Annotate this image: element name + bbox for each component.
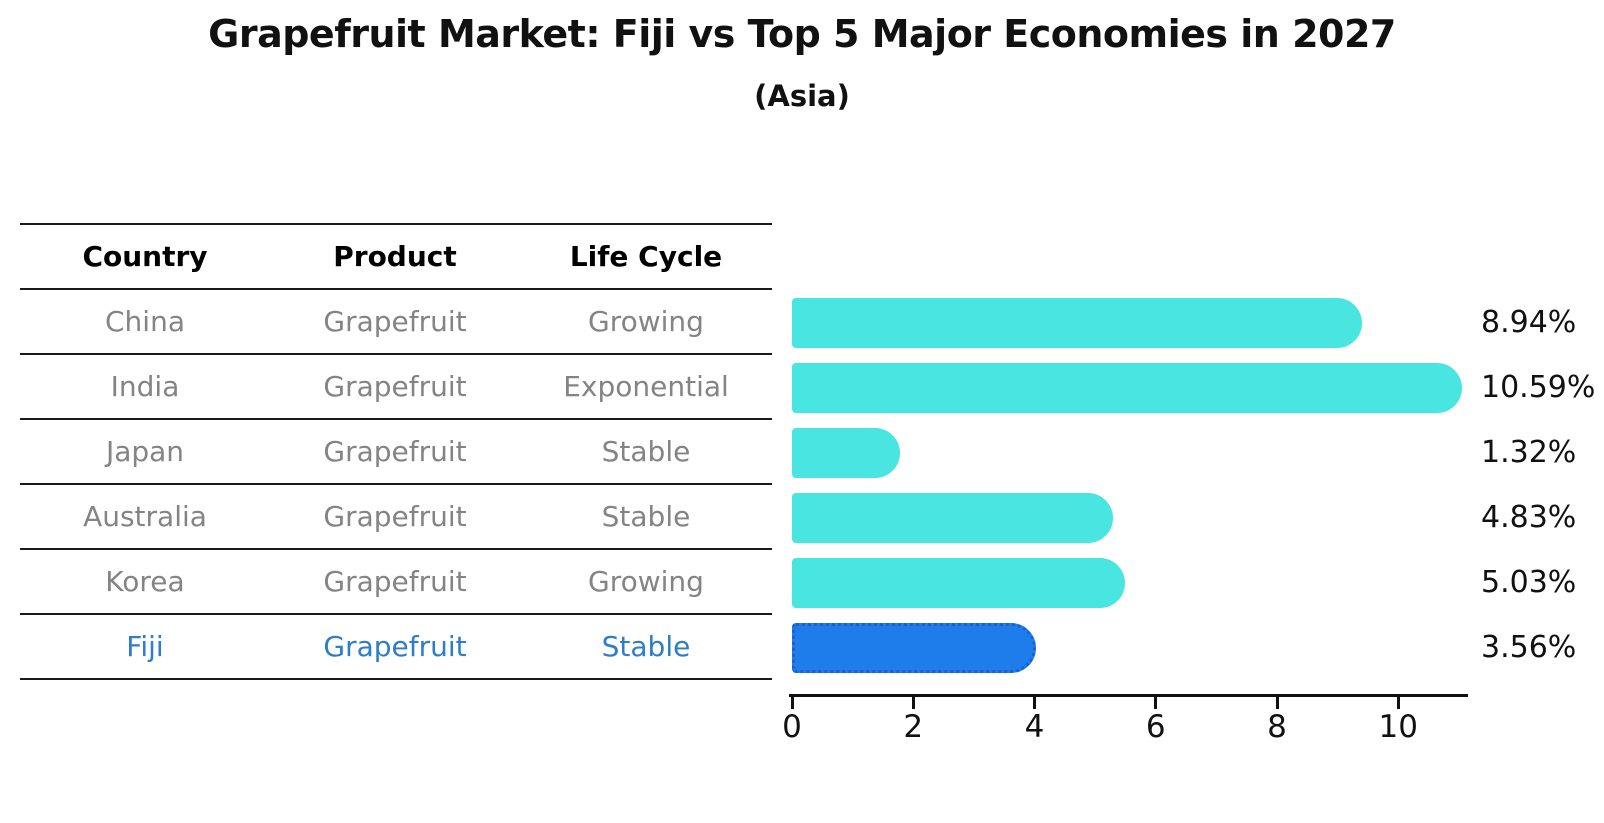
x-tick-label-10: 10 — [1378, 709, 1418, 745]
life-cycle-cell: Stable — [601, 630, 691, 663]
table-row-fiji: Fiji Grapefruit Stable — [20, 615, 772, 680]
chart-subtitle: (Asia) — [754, 79, 850, 113]
product-cell: Grapefruit — [323, 435, 467, 468]
header-country: Country — [82, 240, 208, 273]
bar-australia — [792, 492, 1113, 543]
table-row-australia: Australia Grapefruit Stable — [20, 485, 772, 550]
x-tick-8 — [1275, 697, 1279, 709]
x-tick-10 — [1396, 697, 1400, 709]
table-row-india: India Grapefruit Exponential — [20, 355, 772, 420]
table-row-japan: Japan Grapefruit Stable — [20, 420, 772, 485]
x-tick-6 — [1154, 697, 1158, 709]
value-label-korea: 5.03% — [1481, 564, 1577, 600]
x-tick-label-6: 6 — [1145, 709, 1166, 745]
life-cycle-cell: Growing — [588, 305, 704, 338]
product-cell: Grapefruit — [323, 305, 467, 338]
product-cell: Grapefruit — [323, 370, 467, 403]
x-tick-label-0: 0 — [782, 709, 802, 745]
bar-korea — [792, 557, 1125, 608]
x-tick-2 — [911, 697, 915, 709]
header-product: Product — [333, 240, 457, 273]
country-cell: Australia — [83, 500, 207, 533]
x-tick-label-2: 2 — [903, 709, 924, 745]
x-axis-line — [789, 694, 1468, 697]
country-cell: Fiji — [126, 630, 164, 663]
country-cell: China — [105, 305, 185, 338]
table-row-china: China Grapefruit Growing — [20, 290, 772, 355]
product-cell: Grapefruit — [323, 500, 467, 533]
table-header-row: Country Product Life Cycle — [20, 223, 772, 290]
bar-china — [792, 297, 1362, 348]
country-table: Country Product Life Cycle China Grapefruit G… — [20, 223, 772, 680]
value-label-india: 10.59% — [1481, 369, 1596, 405]
value-label-australia: 4.83% — [1481, 499, 1577, 535]
product-cell: Grapefruit — [323, 565, 467, 598]
value-label-fiji: 3.56% — [1481, 629, 1577, 665]
life-cycle-cell: Stable — [601, 500, 691, 533]
value-label-japan: 1.32% — [1481, 434, 1577, 470]
life-cycle-cell: Stable — [601, 435, 691, 468]
country-cell: Korea — [105, 565, 185, 598]
table-row-korea: Korea Grapefruit Growing — [20, 550, 772, 615]
bar-fiji — [792, 622, 1036, 673]
x-tick-label-4: 4 — [1024, 709, 1045, 745]
x-tick-4 — [1033, 697, 1036, 709]
header-life-cycle: Life Cycle — [569, 240, 723, 273]
product-cell: Grapefruit — [323, 630, 467, 663]
chart-title: Grapefruit Market: Fiji vs Top 5 Major E… — [208, 12, 1396, 56]
value-label-china: 8.94% — [1481, 304, 1577, 340]
bar-india — [792, 362, 1463, 413]
country-cell: India — [110, 370, 180, 403]
x-tick-0 — [790, 697, 794, 709]
x-tick-label-8: 8 — [1267, 709, 1287, 745]
life-cycle-cell: Exponential — [563, 370, 729, 403]
life-cycle-cell: Growing — [588, 565, 704, 598]
country-cell: Japan — [105, 435, 185, 468]
bar-japan — [792, 427, 901, 478]
